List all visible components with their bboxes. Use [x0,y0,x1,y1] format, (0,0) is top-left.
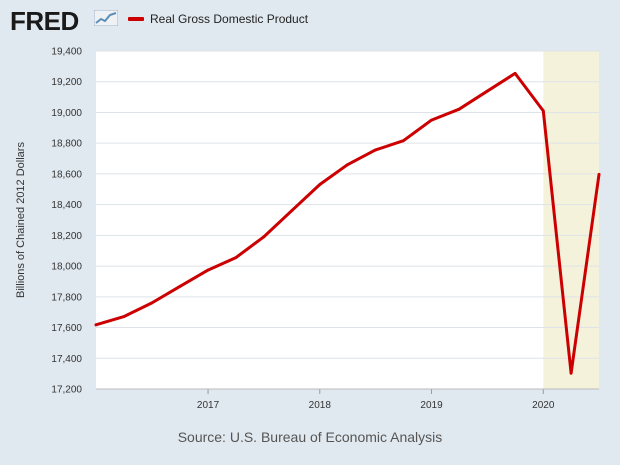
data-point [485,89,489,93]
data-point [150,301,154,305]
data-point [234,256,238,260]
x-tick-label: 2020 [532,400,555,411]
y-tick-label: 18,800 [51,139,82,150]
y-axis-ticks: 17,200 17,400 17,600 17,800 18,000 18,200 18,4… [51,47,82,396]
x-axis-ticks: 2017 2018 2019 2020 [96,388,599,411]
y-tick-label: 17,200 [51,385,82,396]
y-tick-label: 18,600 [51,169,82,180]
y-tick-label: 19,200 [51,77,82,88]
data-point [345,163,349,167]
grid-lines [96,50,599,390]
data-point [457,107,461,111]
series-group [94,71,601,375]
data-point [122,315,126,319]
data-point [401,139,405,143]
data-point [290,209,294,213]
x-tick-label: 2017 [197,400,220,411]
y-tick-label: 18,000 [51,262,82,273]
data-point [597,172,601,176]
y-tick-label: 19,400 [51,47,82,58]
data-point [94,323,98,327]
x-tick-label: 2018 [309,400,332,411]
recession-shading [543,51,599,389]
header: FRED Real Gross Domestic Product [0,0,620,44]
source-note: Source: U.S. Bureau of Economic Analysis [177,429,443,445]
data-point [513,72,517,75]
y-tick-label: 17,600 [51,323,82,334]
line-graph-icon [94,10,118,26]
y-tick-label: 17,800 [51,292,82,303]
data-point [373,148,377,152]
legend-swatch [128,17,144,21]
legend-label: Real Gross Domestic Product [150,12,309,26]
y-tick-label: 17,400 [51,354,82,365]
data-point [318,183,322,186]
data-point [569,371,573,375]
data-point [262,235,265,239]
y-tick-label: 18,200 [51,231,82,242]
y-tick-label: 19,000 [51,108,82,119]
x-tick-label: 2019 [420,400,443,411]
data-point [206,268,210,272]
data-point [178,284,182,288]
y-tick-label: 18,400 [51,200,82,211]
fred-logo[interactable]: FRED [10,6,79,36]
plot-area [96,51,599,389]
data-point [430,118,433,122]
data-point [541,109,545,113]
legend: Real Gross Domestic Product [128,12,308,26]
y-axis-label: Billions of Chained 2012 Dollars [15,142,27,298]
